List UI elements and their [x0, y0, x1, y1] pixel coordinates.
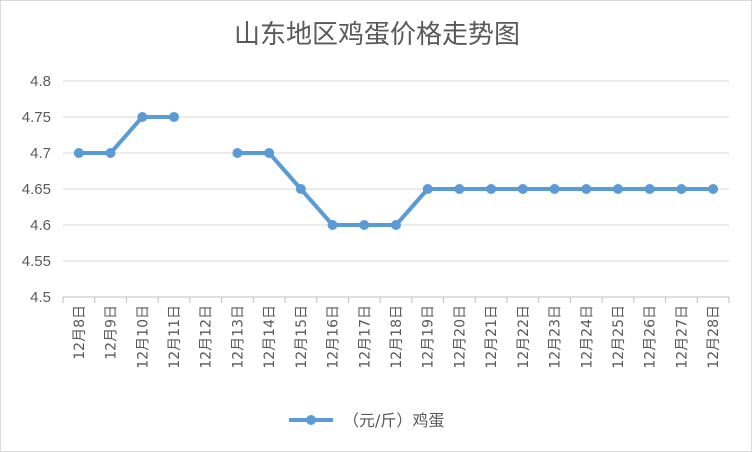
x-tick-label: 12月28日	[706, 305, 722, 369]
gridlines	[62, 80, 730, 303]
data-point	[264, 148, 275, 158]
x-tick-label: 12月22日	[516, 305, 532, 369]
x-tick-label: 12月10日	[135, 305, 151, 369]
data-point	[613, 184, 623, 194]
x-tick-label: 12月21日	[484, 305, 500, 369]
x-tick-label: 12月19日	[421, 305, 437, 369]
x-tick-label: 12月24日	[579, 305, 595, 369]
y-tick-label: 4.6	[30, 217, 51, 234]
data-point	[105, 148, 116, 158]
data-point	[73, 148, 84, 158]
x-tick-label: 12月20日	[452, 305, 468, 369]
x-tick-label: 12月15日	[294, 305, 310, 369]
x-tick-label: 12月12日	[199, 305, 215, 369]
data-point	[359, 220, 370, 230]
y-tick-label: 4.75	[22, 109, 51, 126]
data-point	[232, 148, 243, 158]
data-point	[391, 220, 401, 230]
data-point	[295, 184, 306, 194]
legend-marker	[306, 415, 316, 425]
data-point	[454, 184, 465, 194]
data-point	[517, 184, 528, 194]
y-tick-label: 4.8	[30, 73, 51, 90]
data-point	[644, 184, 655, 194]
legend-label: （元/斤）鸡蛋	[343, 411, 444, 430]
series-line-segment	[76, 115, 176, 155]
y-axis-tick-labels: 4.5 4.55 4.6 4.65 4.7 4.75 4.8	[22, 73, 51, 306]
x-tick-label: 12月26日	[643, 305, 659, 369]
y-tick-label: 4.55	[22, 253, 51, 270]
x-tick-label: 12月9日	[104, 305, 120, 360]
data-point	[486, 184, 497, 194]
x-tick-label: 12月25日	[611, 305, 627, 369]
x-tick-label: 12月14日	[262, 305, 278, 369]
data-point	[327, 220, 338, 230]
chart-title: 山东地区鸡蛋价格走势图	[234, 20, 520, 50]
legend: （元/斤）鸡蛋	[289, 411, 444, 430]
x-tick-label: 12月8日	[72, 305, 88, 360]
data-point	[422, 184, 433, 194]
y-tick-label: 4.65	[22, 181, 51, 198]
y-tick-label: 4.5	[30, 289, 51, 306]
data-point	[549, 184, 560, 194]
x-tick-label: 12月27日	[674, 305, 690, 369]
data-point	[708, 184, 719, 194]
x-tick-label: 12月11日	[167, 305, 183, 369]
x-tick-label: 12月18日	[389, 305, 405, 369]
data-point	[169, 112, 179, 122]
data-point	[676, 184, 687, 194]
y-tick-label: 4.7	[30, 145, 51, 162]
series-line-segment	[235, 151, 716, 227]
series-line	[73, 112, 719, 230]
x-tick-label: 12月23日	[548, 305, 564, 369]
x-tick-label: 12月16日	[326, 305, 342, 369]
data-point	[137, 112, 148, 122]
data-point	[581, 184, 592, 194]
x-tick-label: 12月13日	[230, 305, 246, 369]
x-axis-tick-labels: 12月8日 12月9日 12月10日 12月11日 12月12日 12月13日 12月14日…	[72, 305, 722, 369]
x-tick-label: 12月17日	[357, 305, 373, 369]
